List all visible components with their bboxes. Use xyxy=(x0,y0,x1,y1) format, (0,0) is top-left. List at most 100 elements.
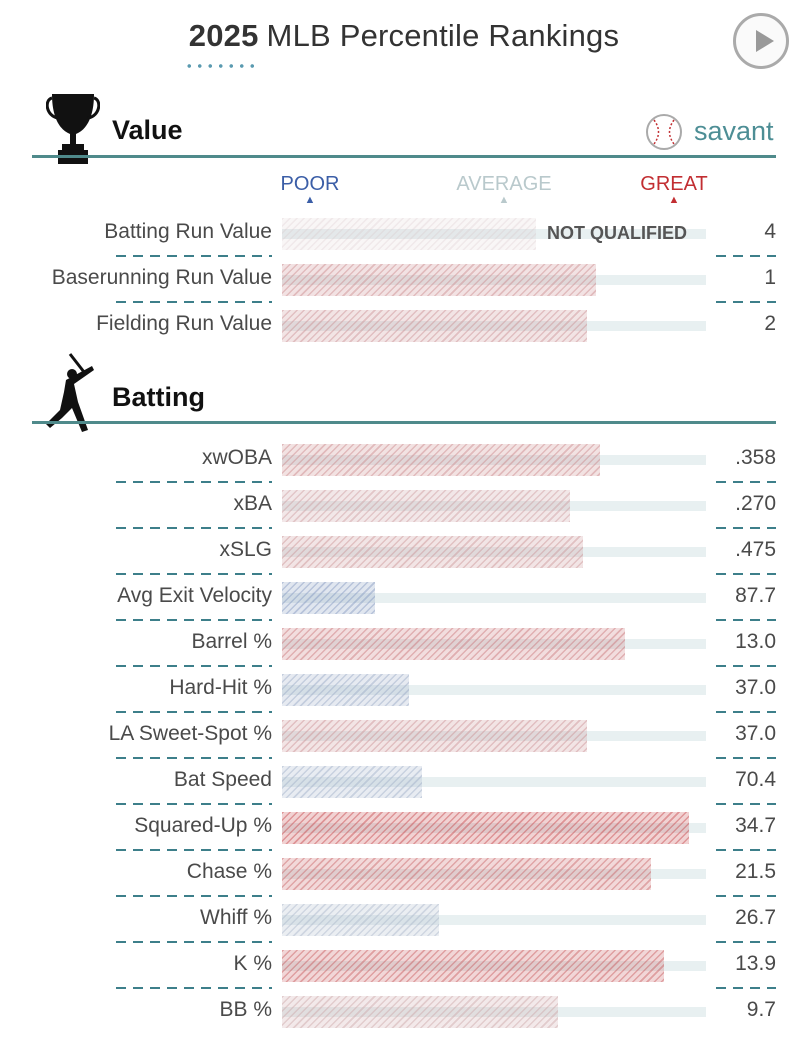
legend-poor-label: POOR xyxy=(280,173,340,195)
metric-value-la-sweet-spot: 37.0 xyxy=(735,722,776,745)
metric-value-barrel: 13.0 xyxy=(735,630,776,653)
row-divider xyxy=(716,665,776,667)
bar-track-batting-run-value xyxy=(282,229,706,239)
play-icon xyxy=(756,30,774,52)
baseball-icon xyxy=(646,114,682,150)
row-divider xyxy=(716,803,776,805)
metric-label-fielding-run-value: Fielding Run Value xyxy=(96,312,272,335)
percentile-bar-hard-hit[interactable] xyxy=(282,674,409,706)
metric-label-barrel: Barrel % xyxy=(191,630,272,653)
row-divider xyxy=(116,941,272,943)
title-text: MLB Percentile Rankings xyxy=(266,18,620,53)
metric-value-fielding-run-value: 2 xyxy=(764,312,776,335)
row-divider xyxy=(716,481,776,483)
row-divider xyxy=(116,987,272,989)
metric-value-squared-up: 34.7 xyxy=(735,814,776,837)
row-divider xyxy=(116,711,272,713)
row-divider xyxy=(716,711,776,713)
legend-average-label: AVERAGE xyxy=(456,173,552,195)
metric-value-xwoba: .358 xyxy=(735,446,776,469)
metric-label-squared-up: Squared-Up % xyxy=(134,814,272,837)
percentile-bar-batting-run-value[interactable] xyxy=(282,218,536,250)
row-divider xyxy=(716,619,776,621)
row-divider xyxy=(716,987,776,989)
percentile-bar-xslg[interactable] xyxy=(282,536,583,568)
legend-great-arrow-icon: ▲ xyxy=(668,194,680,206)
row-divider xyxy=(116,481,272,483)
section-title-batting: Batting xyxy=(112,382,205,412)
metric-label-k: K % xyxy=(233,952,272,975)
percentile-bar-chase[interactable] xyxy=(282,858,651,890)
percentile-bar-fielding-run-value[interactable] xyxy=(282,310,587,342)
row-divider xyxy=(716,941,776,943)
legend-average-arrow-icon: ▲ xyxy=(498,194,510,206)
row-divider xyxy=(116,255,272,257)
section-title-value: Value xyxy=(112,115,183,145)
row-divider xyxy=(116,757,272,759)
row-divider xyxy=(116,803,272,805)
page-title: 2025 MLB Percentile Rankings xyxy=(0,18,808,54)
play-button[interactable] xyxy=(733,13,789,69)
percentile-bar-la-sweet-spot[interactable] xyxy=(282,720,587,752)
metric-value-chase: 21.5 xyxy=(735,860,776,883)
percentile-bar-xwoba[interactable] xyxy=(282,444,600,476)
bar-track-whiff xyxy=(282,915,706,925)
percentile-bar-whiff[interactable] xyxy=(282,904,439,936)
section-rule-batting xyxy=(32,421,776,424)
legend-poor: POOR ▲ xyxy=(260,173,360,206)
percentile-bar-baserunning-run-value[interactable] xyxy=(282,264,596,296)
row-divider xyxy=(116,849,272,851)
metric-label-hard-hit: Hard-Hit % xyxy=(169,676,272,699)
metric-label-la-sweet-spot: LA Sweet-Spot % xyxy=(108,722,272,745)
row-divider xyxy=(116,573,272,575)
percentile-bar-k[interactable] xyxy=(282,950,664,982)
percentile-bar-xba[interactable] xyxy=(282,490,570,522)
metric-value-baserunning-run-value: 1 xyxy=(764,266,776,289)
metric-label-whiff: Whiff % xyxy=(200,906,272,929)
savant-wordmark: savant xyxy=(694,116,774,146)
batter-icon xyxy=(44,352,100,439)
metric-value-k: 13.9 xyxy=(735,952,776,975)
row-divider xyxy=(716,301,776,303)
row-divider xyxy=(716,757,776,759)
section-rule-value xyxy=(32,155,776,158)
legend-poor-arrow-icon: ▲ xyxy=(304,194,316,206)
metric-value-bat-speed: 70.4 xyxy=(735,768,776,791)
row-divider xyxy=(116,301,272,303)
metric-value-whiff: 26.7 xyxy=(735,906,776,929)
title-underline-dots xyxy=(184,64,260,68)
title-year: 2025 xyxy=(188,18,259,53)
row-divider xyxy=(716,895,776,897)
bar-track-avg-exit-velocity xyxy=(282,593,706,603)
percentile-bar-barrel[interactable] xyxy=(282,628,625,660)
row-divider xyxy=(116,895,272,897)
metric-label-bb: BB % xyxy=(219,998,272,1021)
bar-track-hard-hit xyxy=(282,685,706,695)
metric-value-batting-run-value: 4 xyxy=(764,220,776,243)
metric-value-xslg: .475 xyxy=(735,538,776,561)
percentile-bar-avg-exit-velocity[interactable] xyxy=(282,582,375,614)
legend-average: AVERAGE ▲ xyxy=(454,173,554,206)
metric-value-avg-exit-velocity: 87.7 xyxy=(735,584,776,607)
row-divider xyxy=(116,619,272,621)
metric-value-bb: 9.7 xyxy=(746,998,776,1021)
metric-label-xwoba: xwOBA xyxy=(201,446,272,469)
metric-label-chase: Chase % xyxy=(186,860,272,883)
metric-label-batting-run-value: Batting Run Value xyxy=(104,220,272,243)
bar-track-bat-speed xyxy=(282,777,706,787)
metric-value-xba: .270 xyxy=(735,492,776,515)
metric-label-bat-speed: Bat Speed xyxy=(173,768,272,791)
row-divider xyxy=(116,665,272,667)
percentile-bar-bb[interactable] xyxy=(282,996,558,1028)
metric-label-avg-exit-velocity: Avg Exit Velocity xyxy=(117,584,272,607)
legend-great: GREAT ▲ xyxy=(624,173,724,206)
metric-label-baserunning-run-value: Baserunning Run Value xyxy=(51,266,272,289)
legend-great-label: GREAT xyxy=(640,173,708,195)
percentile-bar-squared-up[interactable] xyxy=(282,812,689,844)
percentile-bar-bat-speed[interactable] xyxy=(282,766,422,798)
metric-value-hard-hit: 37.0 xyxy=(735,676,776,699)
row-divider xyxy=(716,527,776,529)
row-divider xyxy=(116,527,272,529)
not-qualified-badge: NOT QUALIFIED xyxy=(547,223,687,243)
metric-label-xslg: xSLG xyxy=(219,538,272,561)
